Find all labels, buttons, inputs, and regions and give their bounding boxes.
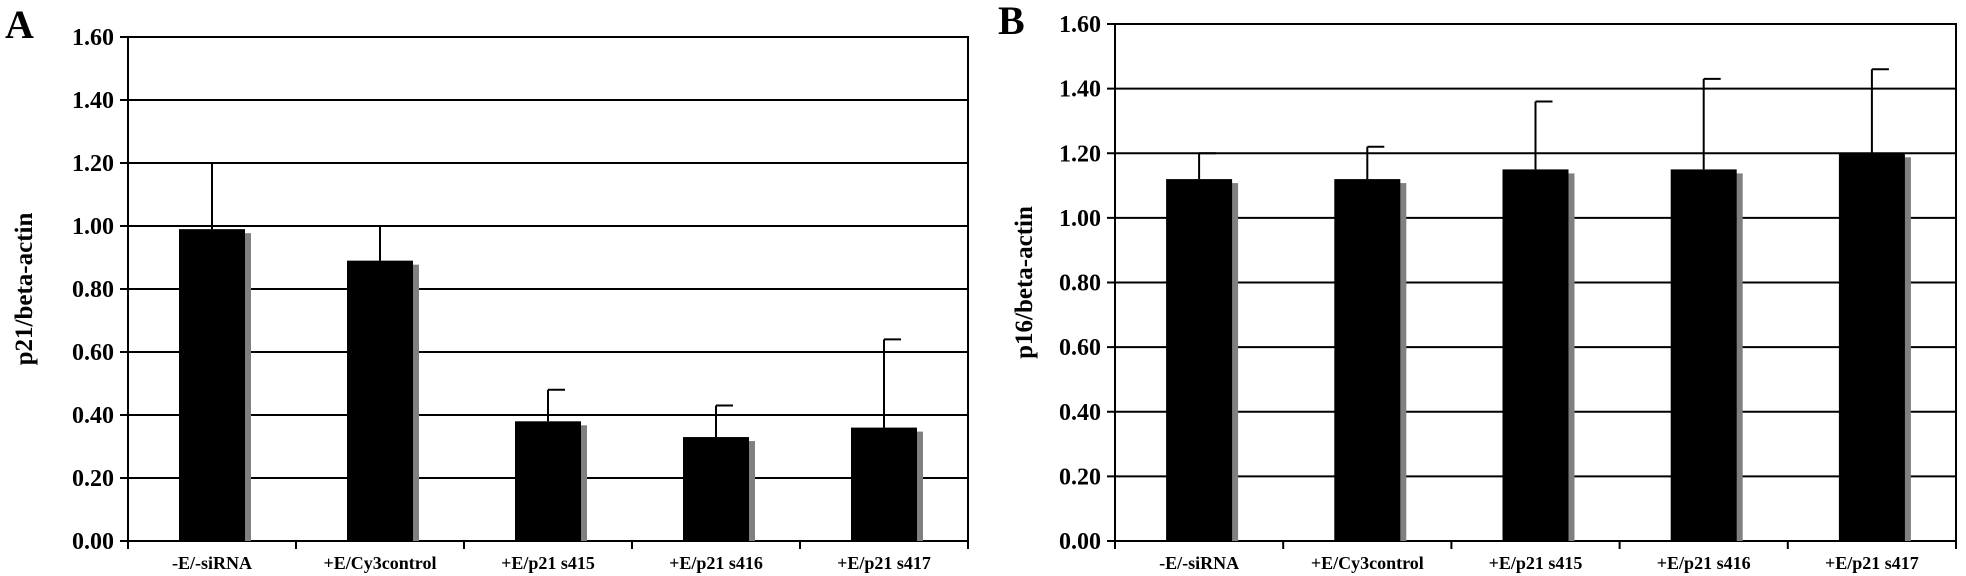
chart-panel-a: A 0.00 0.20 0.40 0.60 0.80 1.00 1.20 1.40 1.60 -E/… (5, 2, 969, 573)
y-axis-title: p16/beta-actin (1011, 206, 1038, 359)
bar (515, 421, 581, 541)
y-tick-label: 1.60 (72, 25, 114, 51)
bar (347, 260, 413, 541)
bar (1838, 153, 1905, 541)
y-tick-label: 0.00 (1059, 529, 1101, 555)
x-category-label: +E/p21 s416 (1657, 553, 1751, 573)
x-category-label: -E/-siRNA (1159, 553, 1239, 573)
x-category-label: +E/Cy3control (1311, 553, 1424, 573)
bar (1334, 179, 1401, 541)
y-tick-label: 1.60 (1059, 12, 1101, 38)
y-tick-label: 0.60 (1059, 335, 1101, 361)
y-tick-label: 1.00 (1059, 206, 1101, 232)
x-category-label: +E/Cy3control (324, 553, 437, 573)
y-tick-label: 0.60 (72, 340, 114, 366)
y-tick-label: 1.40 (1059, 77, 1101, 103)
y-tick-label: 0.80 (72, 277, 114, 303)
bar (1502, 169, 1569, 541)
bar (683, 437, 749, 541)
y-tick-label: 0.00 (72, 529, 114, 555)
bar (1670, 169, 1737, 541)
y-tick-label: 0.80 (1059, 271, 1101, 297)
x-category-label: +E/p21 s417 (1825, 553, 1919, 573)
y-tick-label: 0.40 (72, 403, 114, 429)
bar (179, 229, 245, 541)
x-category-label: +E/p21 s417 (837, 553, 931, 573)
y-tick-label: 1.20 (1059, 141, 1101, 167)
y-tick-label: 0.20 (72, 466, 114, 492)
bar (851, 427, 917, 541)
bar (1166, 179, 1233, 541)
x-category-label: +E/p21 s415 (1489, 553, 1583, 573)
y-axis-title: p21/beta-actin (11, 213, 38, 366)
y-tick-label: 1.40 (72, 88, 114, 114)
panel-letter: B (998, 0, 1025, 43)
y-tick-label: 0.40 (1059, 400, 1101, 426)
x-category-label: +E/p21 s415 (501, 553, 595, 573)
panel-letter: A (5, 2, 34, 47)
y-tick-label: 1.00 (72, 214, 114, 240)
y-tick-label: 1.20 (72, 151, 114, 177)
y-tick-label: 0.20 (1059, 464, 1101, 490)
chart-panel-b: B 0.00 0.20 0.40 0.60 0.80 1.00 1.20 1.40 1.60 -E/… (998, 0, 1957, 573)
x-category-label: -E/-siRNA (172, 553, 252, 573)
x-category-label: +E/p21 s416 (669, 553, 763, 573)
